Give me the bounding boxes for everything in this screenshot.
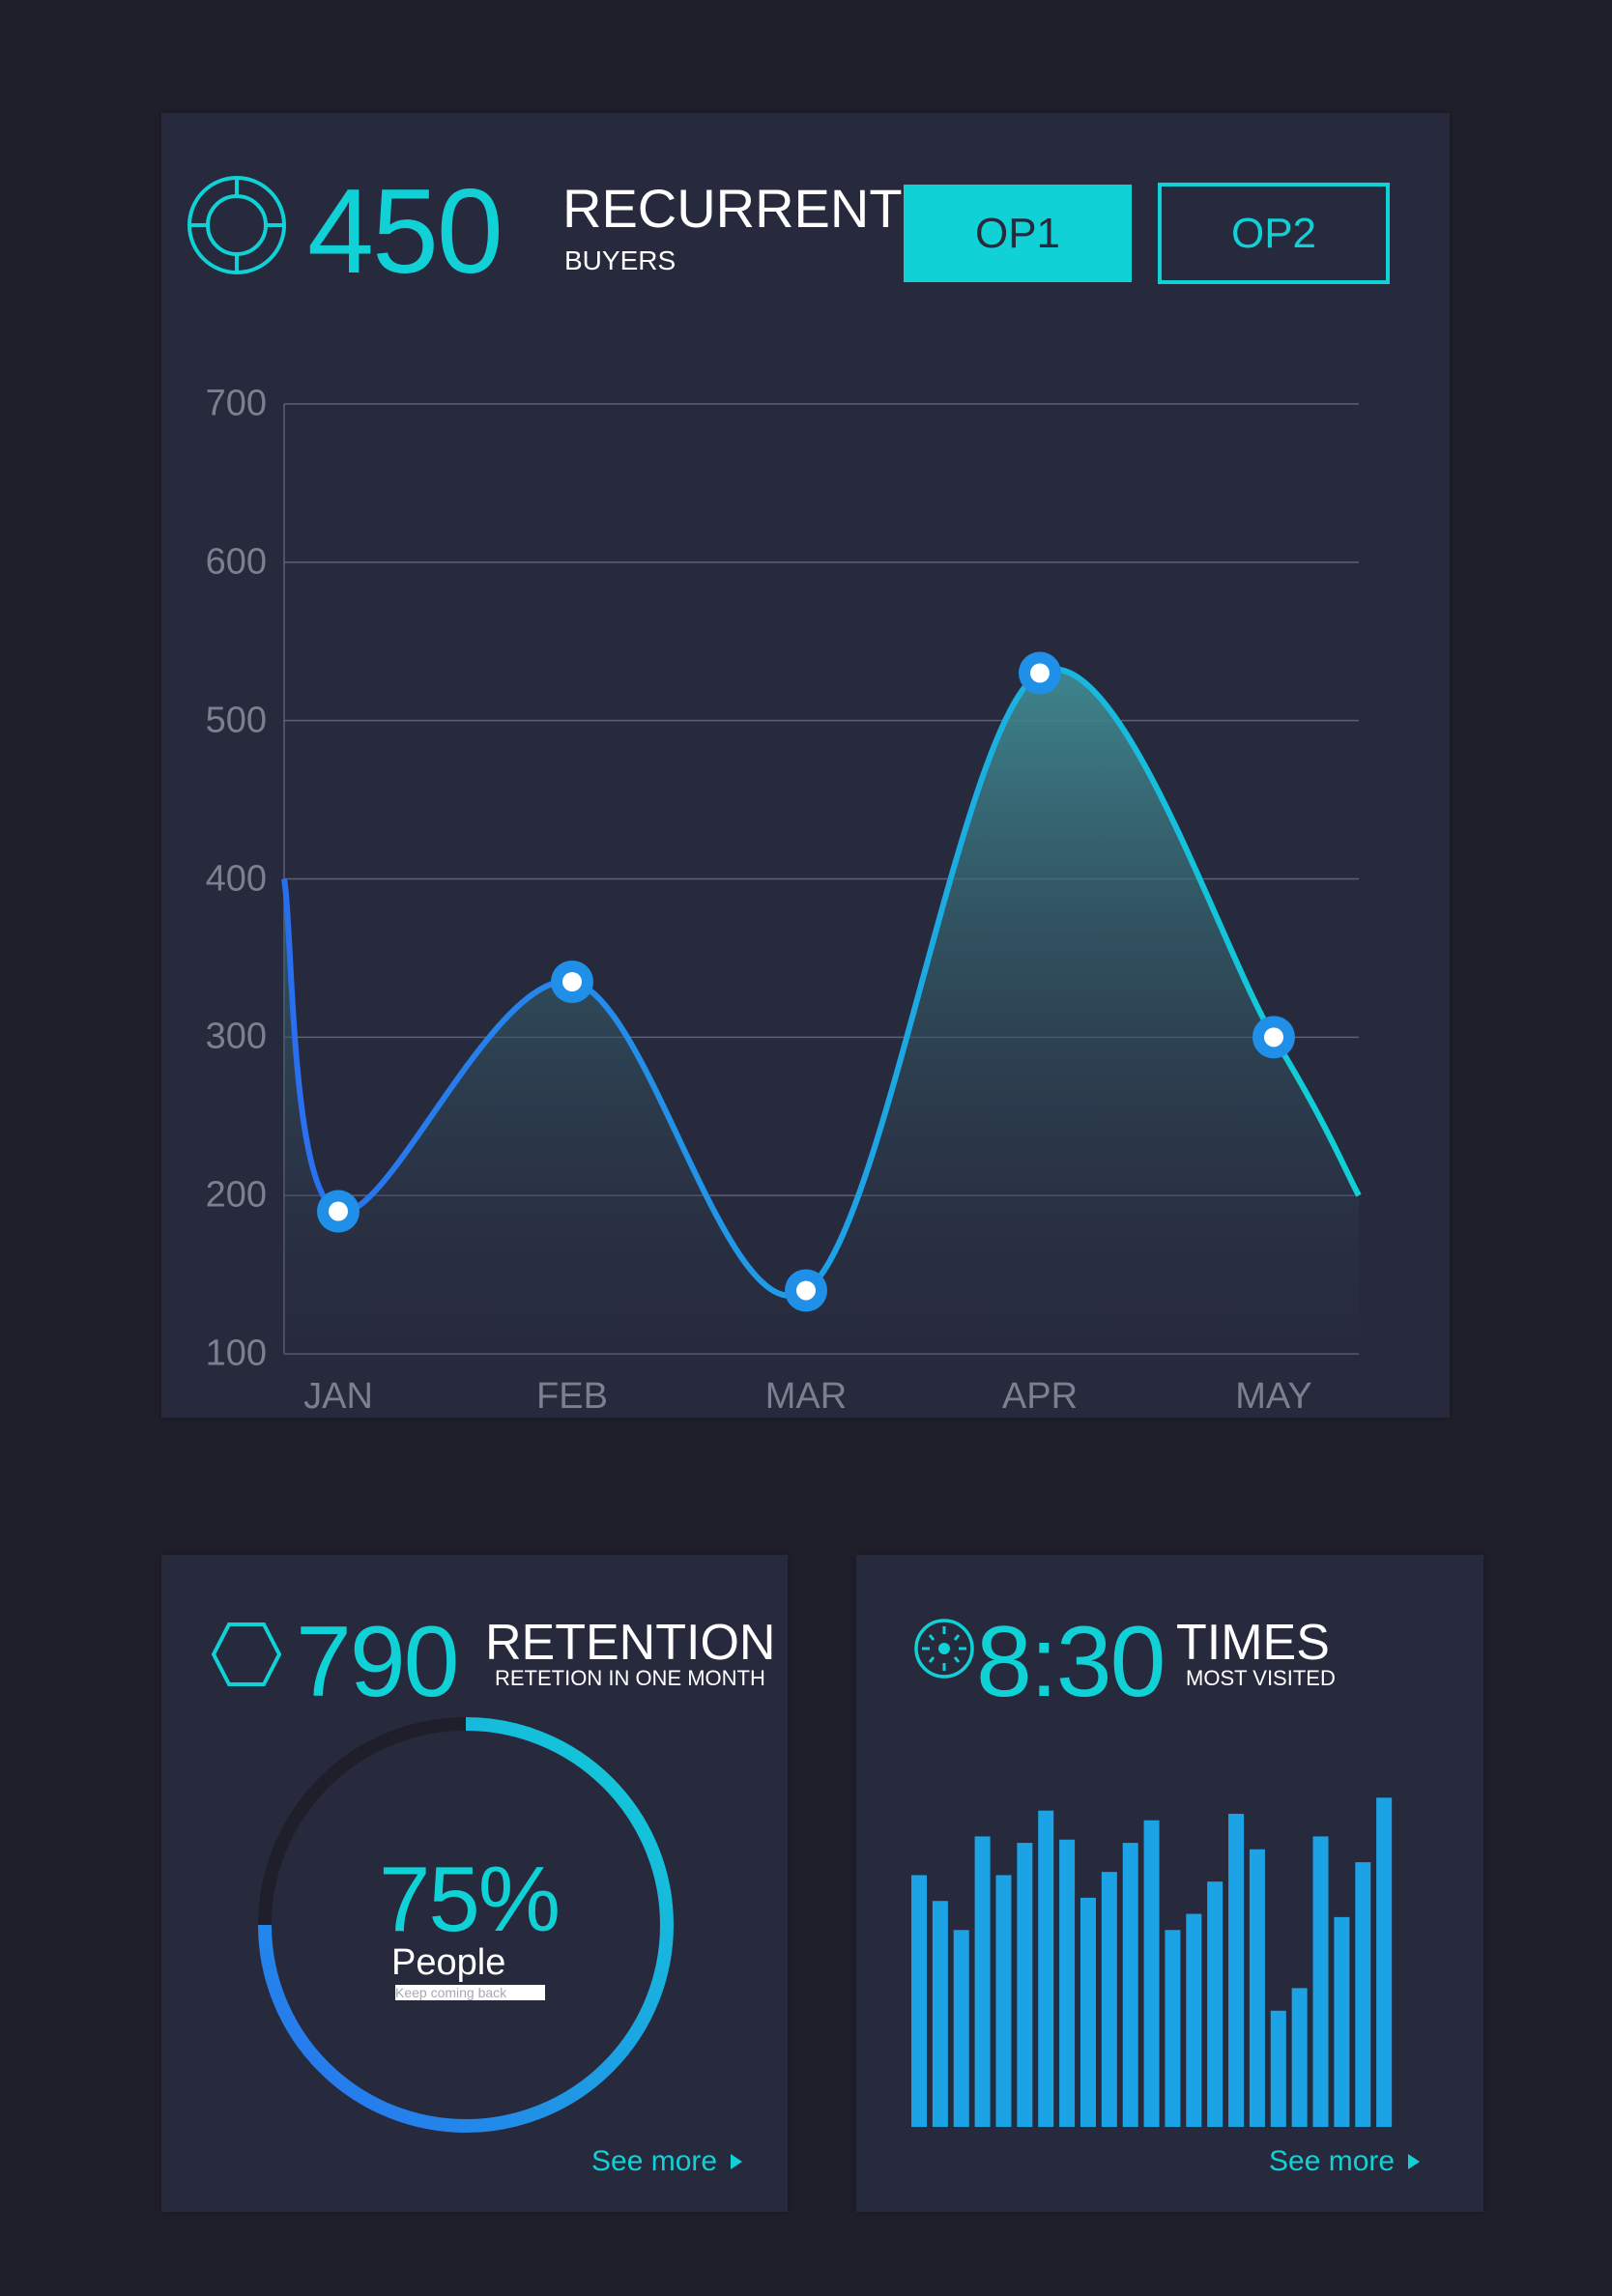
bar — [1228, 1814, 1245, 2127]
bar — [911, 1875, 927, 2127]
bar — [953, 1930, 969, 2127]
bar — [1207, 1881, 1223, 2127]
recurrent-value: 450 — [307, 165, 504, 299]
bar — [1249, 1849, 1265, 2127]
bar — [1376, 1797, 1393, 2127]
recurrent-subtitle: BUYERS — [564, 245, 676, 275]
bar — [1270, 2010, 1286, 2127]
x-tick-label: FEB — [536, 1376, 608, 1417]
donut-progress-arc — [258, 1717, 674, 2133]
bar — [1334, 1916, 1350, 2127]
op2-button[interactable]: OP2 — [1158, 183, 1390, 284]
see-more-label: See more — [1269, 2145, 1396, 2177]
bar — [1059, 1839, 1076, 2127]
clock-dial-icon — [914, 1619, 974, 1679]
retention-title: RETENTION — [485, 1615, 776, 1671]
x-tick-label: JAN — [303, 1376, 373, 1417]
data-point[interactable] — [785, 1269, 827, 1312]
y-tick-label: 200 — [205, 1174, 267, 1216]
recurrent-title: RECURRENT — [562, 178, 903, 239]
data-point[interactable] — [551, 960, 593, 1003]
times-see-more-link[interactable]: See more — [1269, 2145, 1421, 2178]
bar — [1165, 1930, 1181, 2127]
bar — [1291, 1988, 1308, 2127]
times-subtitle: MOST VISITED — [1186, 1666, 1336, 1690]
see-more-label: See more — [591, 2145, 718, 2177]
play-arrow-icon — [731, 2154, 743, 2169]
play-arrow-icon — [1408, 2154, 1421, 2169]
percent-label: 75% — [379, 1848, 561, 1951]
y-tick-label: 500 — [205, 700, 267, 741]
bar — [1186, 1913, 1202, 2127]
times-value: 8:30 — [976, 1606, 1166, 1718]
bar — [1101, 1872, 1117, 2127]
y-tick-label: 700 — [205, 383, 267, 424]
data-point[interactable] — [1252, 1016, 1295, 1059]
hexagon-icon — [211, 1622, 282, 1686]
y-tick-label: 300 — [205, 1016, 267, 1057]
x-tick-label: APR — [1001, 1376, 1079, 1417]
x-tick-label: MAY — [1235, 1376, 1312, 1417]
bar — [1017, 1843, 1033, 2127]
y-tick-label: 400 — [205, 858, 267, 899]
bar — [1122, 1843, 1138, 2127]
target-icon — [187, 176, 286, 274]
retention-see-more-link[interactable]: See more — [591, 2145, 743, 2178]
line-chart — [281, 403, 1362, 1355]
retention-subtitle: RETETION IN ONE MONTH — [495, 1666, 765, 1690]
caption-label: Keep coming back — [395, 1985, 545, 2000]
data-point[interactable] — [1019, 651, 1061, 695]
bar — [974, 1836, 991, 2127]
bar — [932, 1901, 948, 2127]
bar — [1079, 1897, 1096, 2127]
area-fill — [284, 669, 1359, 1354]
data-point[interactable] — [317, 1190, 360, 1233]
y-tick-label: 600 — [205, 541, 267, 583]
bar — [1312, 1836, 1329, 2127]
op1-button[interactable]: OP1 — [904, 185, 1132, 282]
bar — [995, 1875, 1012, 2127]
retention-value: 790 — [296, 1606, 460, 1718]
people-label: People — [391, 1942, 506, 1983]
bar — [1143, 1820, 1160, 2127]
bar — [1038, 1810, 1054, 2127]
bar — [1355, 1862, 1371, 2127]
retention-donut — [258, 1717, 674, 2133]
times-title: TIMES — [1176, 1615, 1330, 1671]
y-tick-label: 100 — [205, 1333, 267, 1374]
x-tick-label: MAR — [764, 1376, 848, 1417]
